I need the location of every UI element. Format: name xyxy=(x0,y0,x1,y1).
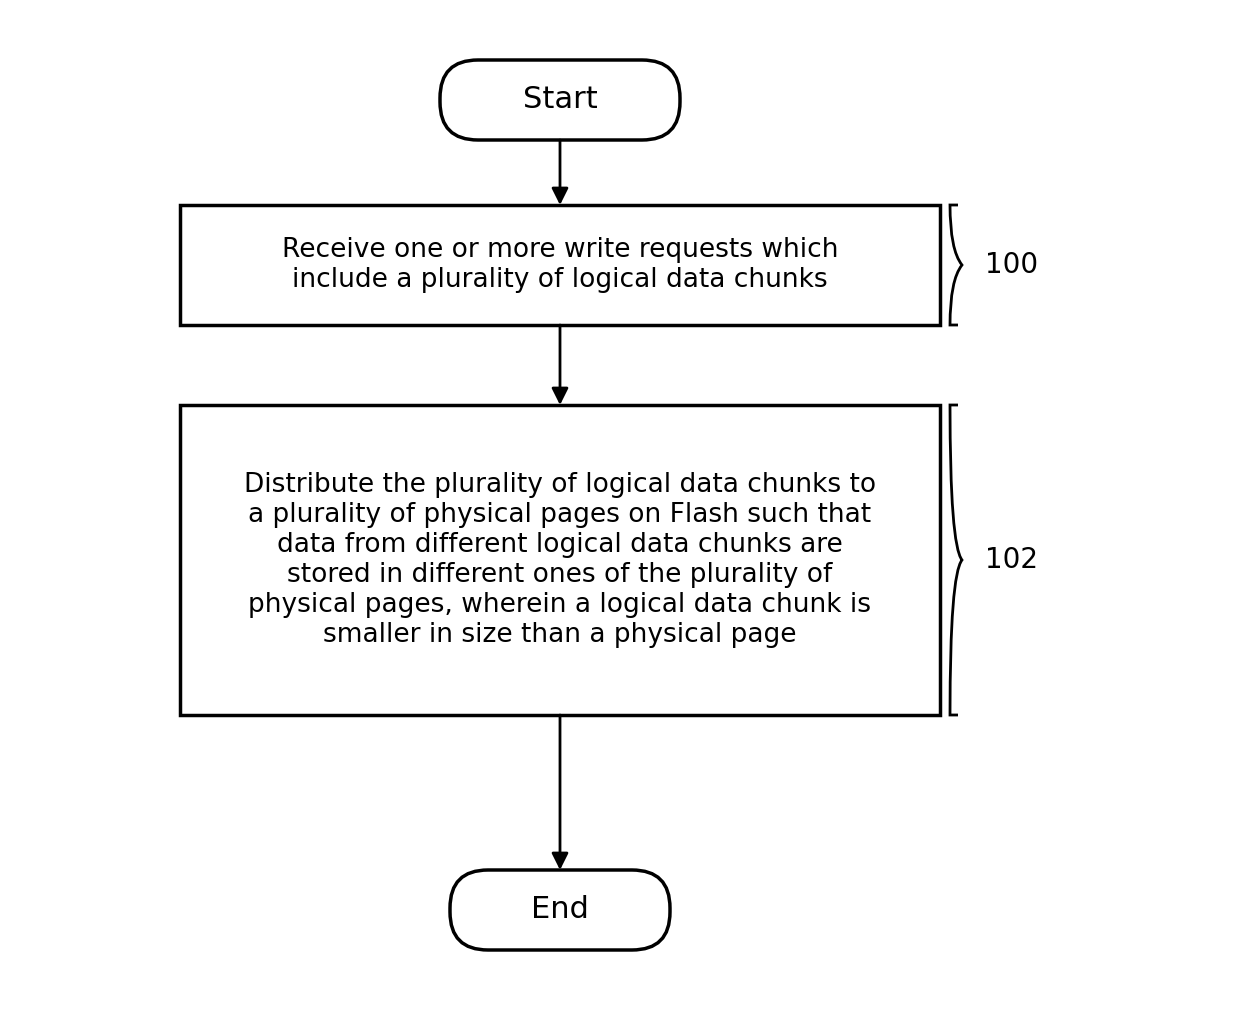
FancyBboxPatch shape xyxy=(440,60,680,140)
Text: 102: 102 xyxy=(985,546,1038,574)
Text: 100: 100 xyxy=(985,251,1038,279)
Text: Receive one or more write requests which
include a plurality of logical data chu: Receive one or more write requests which… xyxy=(281,237,838,293)
Bar xyxy=(180,405,940,714)
Bar xyxy=(180,205,940,325)
Text: Distribute the plurality of logical data chunks to
a plurality of physical pages: Distribute the plurality of logical data… xyxy=(244,472,877,648)
Text: Start: Start xyxy=(522,86,598,115)
Text: End: End xyxy=(531,895,589,924)
FancyBboxPatch shape xyxy=(450,870,670,950)
